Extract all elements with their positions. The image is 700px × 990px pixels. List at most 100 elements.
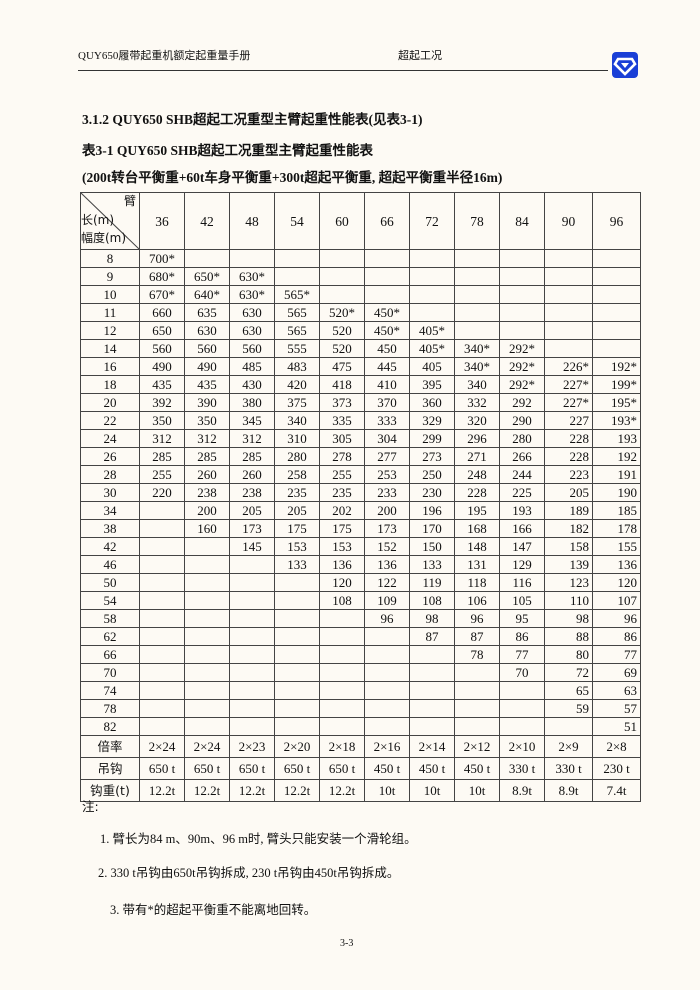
footer-label-cell: 倍率 bbox=[80, 735, 140, 758]
capacity-cell: 235 bbox=[274, 483, 320, 502]
table-row: 78 59 57 bbox=[80, 699, 641, 718]
capacity-cell: 392 bbox=[139, 393, 185, 412]
capacity-cell: 227* bbox=[544, 393, 593, 412]
capacity-cell: 277 bbox=[364, 447, 410, 466]
capacity-cell: 483 bbox=[274, 357, 320, 376]
capacity-cell: 190 bbox=[592, 483, 641, 502]
capacity-cell bbox=[454, 699, 500, 718]
capacity-cell bbox=[139, 663, 185, 682]
footer-value-cell: 12.2t bbox=[229, 779, 275, 802]
footer-value-cell: 2×14 bbox=[409, 735, 455, 758]
note-item: 2. 330 t吊钩由650t吊钩拆成, 230 t吊钩由450t吊钩拆成。 bbox=[98, 866, 400, 880]
capacity-cell: 110 bbox=[544, 591, 593, 610]
capacity-cell: 77 bbox=[499, 645, 545, 664]
capacity-cell bbox=[229, 645, 275, 664]
capacity-cell: 475 bbox=[319, 357, 365, 376]
capacity-cell: 335 bbox=[319, 411, 365, 430]
capacity-cell: 191 bbox=[592, 465, 641, 484]
capacity-cell: 430 bbox=[229, 375, 275, 394]
note-item: 3. 带有*的超起平衡重不能离地回转。 bbox=[110, 903, 317, 917]
capacity-cell: 285 bbox=[229, 447, 275, 466]
boom-length-header: 96 bbox=[592, 192, 641, 250]
capacity-cell: 178 bbox=[592, 519, 641, 538]
capacity-cell: 173 bbox=[364, 519, 410, 538]
radius-cell: 18 bbox=[80, 375, 140, 394]
capacity-cell: 635 bbox=[184, 303, 230, 322]
capacity-cell: 565* bbox=[274, 285, 320, 304]
capacity-cell: 235 bbox=[319, 483, 365, 502]
capacity-cell: 196 bbox=[409, 501, 455, 520]
corner-boom-label: 臂 bbox=[123, 194, 136, 208]
capacity-cell: 340 bbox=[454, 375, 500, 394]
radius-cell: 66 bbox=[80, 645, 140, 664]
capacity-cell: 395 bbox=[409, 375, 455, 394]
capacity-cell: 86 bbox=[592, 627, 641, 646]
capacity-cell: 175 bbox=[274, 519, 320, 538]
capacity-cell bbox=[229, 717, 275, 736]
radius-cell: 70 bbox=[80, 663, 140, 682]
capacity-cell: 565 bbox=[274, 321, 320, 340]
footer-value-cell: 330 t bbox=[499, 757, 545, 780]
capacity-cell: 253 bbox=[364, 465, 410, 484]
capacity-cell: 435 bbox=[184, 375, 230, 394]
capacity-cell: 150 bbox=[409, 537, 455, 556]
capacity-cell bbox=[229, 663, 275, 682]
footer-value-cell: 2×24 bbox=[184, 735, 230, 758]
capacity-cell bbox=[184, 645, 230, 664]
capacity-cell: 205 bbox=[544, 483, 593, 502]
capacity-cell: 98 bbox=[544, 609, 593, 628]
capacity-cell: 202 bbox=[319, 501, 365, 520]
capacity-cell: 133 bbox=[409, 555, 455, 574]
capacity-cell: 192* bbox=[592, 357, 641, 376]
capacity-cell: 292 bbox=[499, 393, 545, 412]
capacity-cell bbox=[229, 591, 275, 610]
radius-cell: 14 bbox=[80, 339, 140, 358]
capacity-cell bbox=[364, 249, 410, 268]
capacity-cell: 520* bbox=[319, 303, 365, 322]
capacity-cell bbox=[409, 267, 455, 286]
capacity-cell: 166 bbox=[499, 519, 545, 538]
capacity-cell: 244 bbox=[499, 465, 545, 484]
capacity-cell bbox=[184, 681, 230, 700]
radius-cell: 30 bbox=[80, 483, 140, 502]
radius-cell: 24 bbox=[80, 429, 140, 448]
radius-cell: 16 bbox=[80, 357, 140, 376]
capacity-cell: 145 bbox=[229, 537, 275, 556]
capacity-cell: 660 bbox=[139, 303, 185, 322]
capacity-cell: 131 bbox=[454, 555, 500, 574]
capacity-cell bbox=[274, 249, 320, 268]
capacity-cell: 80 bbox=[544, 645, 593, 664]
capacity-cell bbox=[319, 267, 365, 286]
footer-value-cell: 12.2t bbox=[184, 779, 230, 802]
capacity-cell: 560 bbox=[184, 339, 230, 358]
capacity-cell: 57 bbox=[592, 699, 641, 718]
capacity-cell bbox=[229, 249, 275, 268]
table-row: 62 87 87 86 88 86 bbox=[80, 627, 641, 646]
footer-value-cell: 10t bbox=[454, 779, 500, 802]
header-manual-title: QUY650履带起重机额定起重量手册 bbox=[78, 50, 251, 62]
radius-cell: 26 bbox=[80, 447, 140, 466]
capacity-cell bbox=[139, 645, 185, 664]
capacity-cell bbox=[409, 249, 455, 268]
capacity-cell: 680* bbox=[139, 267, 185, 286]
footer-value-cell: 2×16 bbox=[364, 735, 410, 758]
capacity-cell bbox=[184, 537, 230, 556]
footer-label-cell: 吊钩 bbox=[80, 757, 140, 780]
footer-value-cell: 650 t bbox=[319, 757, 365, 780]
boom-length-header: 72 bbox=[409, 192, 455, 250]
table-row: 46 133 136 136 133 131 129 139 136 bbox=[80, 555, 641, 574]
capacity-cell: 520 bbox=[319, 321, 365, 340]
capacity-cell: 168 bbox=[454, 519, 500, 538]
capacity-cell: 189 bbox=[544, 501, 593, 520]
capacity-cell: 345 bbox=[229, 411, 275, 430]
capacity-cell: 136 bbox=[364, 555, 410, 574]
capacity-cell: 133 bbox=[274, 555, 320, 574]
footer-value-cell: 2×20 bbox=[274, 735, 320, 758]
table-header-row: 臂 长(m) 幅度(m) 36 42 48 54 60 66 72 78 84 90 96 bbox=[80, 192, 641, 250]
capacity-cell bbox=[364, 717, 410, 736]
capacity-cell: 199* bbox=[592, 375, 641, 394]
capacity-cell bbox=[454, 285, 500, 304]
capacity-cell: 700* bbox=[139, 249, 185, 268]
capacity-cell bbox=[274, 627, 320, 646]
capacity-cell: 312 bbox=[184, 429, 230, 448]
